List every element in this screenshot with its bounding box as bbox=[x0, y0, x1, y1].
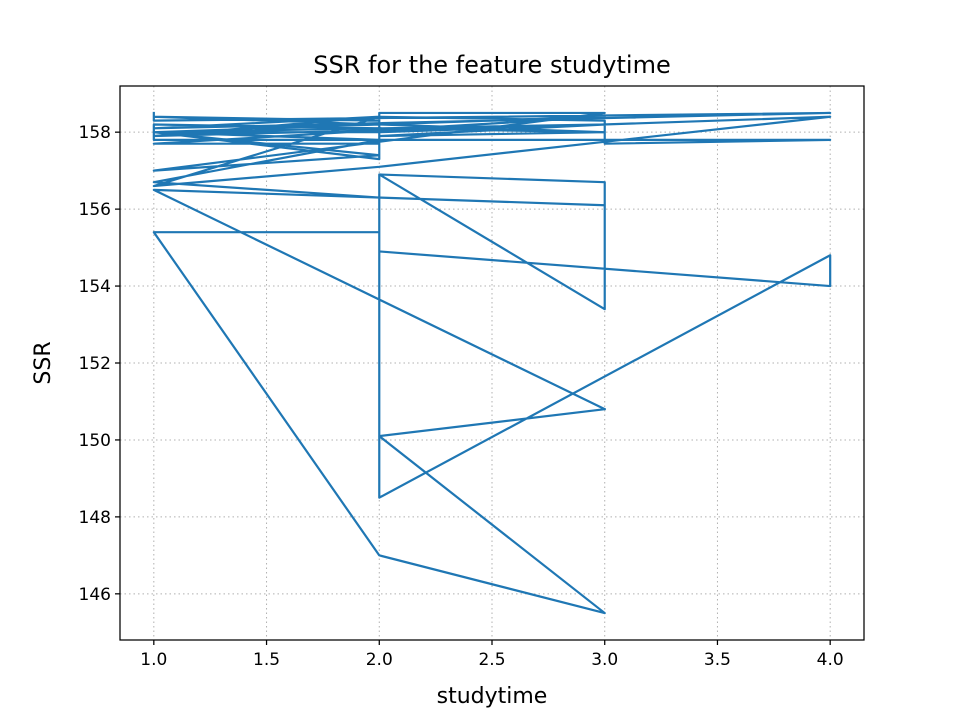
x-tick-label: 1.0 bbox=[140, 650, 167, 670]
plot-area bbox=[152, 111, 832, 615]
x-tick-label: 3.5 bbox=[704, 650, 731, 670]
y-axis-label: SSR bbox=[31, 341, 56, 384]
y-tick-label: 152 bbox=[79, 354, 111, 374]
series-line bbox=[152, 111, 832, 615]
y-tick-label: 158 bbox=[79, 123, 111, 143]
x-tick-label: 3.0 bbox=[591, 650, 618, 670]
y-tick-label: 154 bbox=[79, 277, 111, 297]
y-tick-label: 148 bbox=[79, 508, 111, 528]
y-tick-label: 150 bbox=[79, 431, 111, 451]
y-tick-label: 146 bbox=[79, 585, 111, 605]
x-tick-label: 1.5 bbox=[253, 650, 280, 670]
x-tick-label: 2.0 bbox=[366, 650, 393, 670]
x-tick-label: 4.0 bbox=[817, 650, 844, 670]
chart-title: SSR for the feature studytime bbox=[313, 51, 670, 79]
y-tick-label: 156 bbox=[79, 200, 111, 220]
x-tick-label: 2.5 bbox=[478, 650, 505, 670]
axis-ticks: 1.0 1.5 2.0 2.5 3.0 3.5 4.0 146 148 150 152 154 156 1… bbox=[79, 123, 844, 670]
x-axis-label: studytime bbox=[437, 684, 548, 709]
